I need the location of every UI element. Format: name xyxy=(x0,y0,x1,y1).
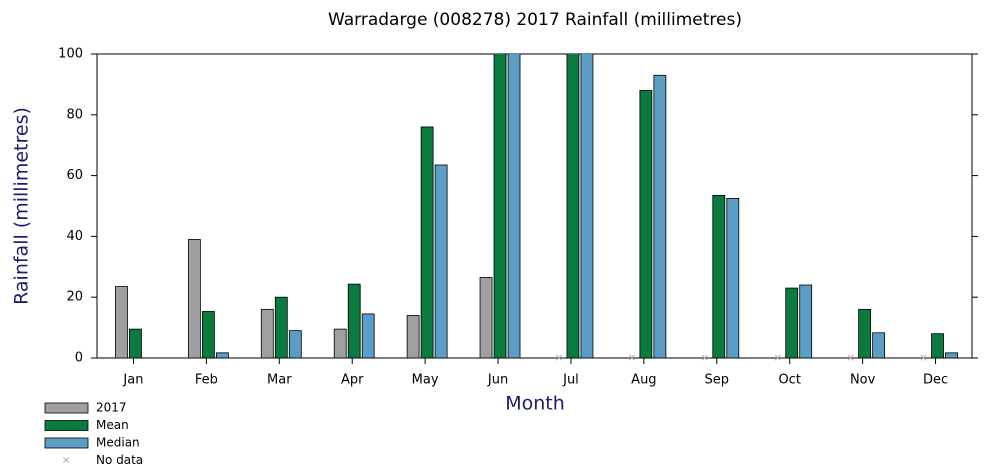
bar xyxy=(799,284,813,358)
x-tick-label: Feb xyxy=(195,373,218,388)
bar xyxy=(653,74,667,358)
bar xyxy=(420,126,434,358)
x-tick-label: Jul xyxy=(562,373,579,388)
legend-no-data-marker: × xyxy=(61,454,70,465)
y-tick-label: 40 xyxy=(66,229,83,244)
x-tick-label: Apr xyxy=(341,373,364,388)
x-tick-label: Nov xyxy=(850,373,876,388)
bar xyxy=(639,90,653,358)
x-tick-label: Aug xyxy=(631,373,656,388)
x-tick-label: Sep xyxy=(705,373,730,388)
x-tick-label: Mar xyxy=(267,373,292,388)
bar xyxy=(129,328,142,358)
bar xyxy=(493,54,507,358)
y-axis-label: Rainfall (millimetres) xyxy=(11,107,33,305)
chart-title: Warradarge (008278) 2017 Rainfall (milli… xyxy=(328,10,742,30)
bar xyxy=(507,54,521,358)
bar xyxy=(201,311,215,358)
bar xyxy=(479,277,493,358)
no-data-marker: × xyxy=(846,351,855,364)
bar xyxy=(580,54,594,358)
x-tick-label: Jun xyxy=(487,373,508,388)
y-tick-label: 80 xyxy=(66,107,83,122)
legend-label: Mean xyxy=(96,418,129,432)
bar xyxy=(726,197,740,358)
bar xyxy=(333,328,347,358)
bar xyxy=(712,194,726,358)
y-tick-label: 0 xyxy=(75,351,83,366)
bar xyxy=(785,287,799,358)
legend-label: No data xyxy=(96,453,143,465)
x-axis-label: Month xyxy=(505,393,565,415)
bars xyxy=(115,54,958,358)
bar xyxy=(872,332,886,358)
no-data-marker: × xyxy=(627,351,636,364)
y-tick-label: 100 xyxy=(58,47,83,62)
legend-swatch xyxy=(44,402,89,414)
bar xyxy=(215,352,229,358)
no-data-marker: × xyxy=(919,351,928,364)
bar xyxy=(566,54,580,358)
no-data-marker: × xyxy=(773,351,782,364)
bar xyxy=(945,352,958,358)
bar xyxy=(858,308,872,358)
x-tick-label: May xyxy=(412,373,439,388)
bar xyxy=(187,239,201,358)
plot-frame xyxy=(96,53,973,359)
bar xyxy=(406,315,420,358)
legend-label: 2017 xyxy=(96,401,127,415)
y-tick-label: 60 xyxy=(66,168,83,183)
legend-swatch xyxy=(44,420,89,431)
bar xyxy=(434,164,448,358)
no-data-marker: × xyxy=(554,351,563,364)
y-tick-label: 20 xyxy=(66,290,83,305)
x-tick-label: Oct xyxy=(778,373,800,388)
bar xyxy=(274,296,288,358)
bar xyxy=(931,333,944,358)
legend-label: Median xyxy=(96,436,140,450)
x-tick-label: Dec xyxy=(923,373,948,388)
no-data-marker: × xyxy=(700,351,709,364)
bar xyxy=(347,283,361,358)
bar xyxy=(260,308,274,358)
legend-swatch xyxy=(44,437,89,449)
bar xyxy=(115,286,128,358)
x-tick-label: Jan xyxy=(122,373,143,388)
bar xyxy=(361,313,375,358)
bar xyxy=(288,330,302,358)
